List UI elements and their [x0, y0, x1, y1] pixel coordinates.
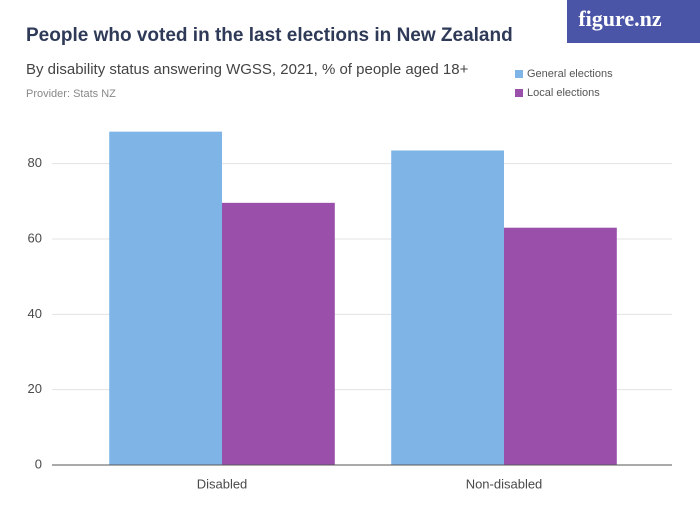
x-tick-label: Disabled	[197, 476, 248, 491]
logo-box	[567, 0, 700, 43]
bar	[222, 202, 335, 465]
chart-subtitle: By disability status answering WGSS, 202…	[26, 61, 469, 78]
legend-swatch	[515, 70, 523, 78]
x-tick-label: Non-disabled	[466, 476, 543, 491]
bar	[391, 150, 504, 465]
legend-swatch	[515, 89, 523, 97]
bar	[504, 227, 617, 465]
y-tick-label: 80	[28, 155, 42, 170]
y-tick-label: 0	[35, 456, 42, 471]
bar	[109, 131, 222, 465]
logo: figure.nz	[578, 6, 662, 31]
legend-label: Local elections	[527, 87, 600, 99]
legend-label: General elections	[527, 68, 613, 80]
y-tick-label: 40	[28, 306, 42, 321]
y-tick-label: 60	[28, 230, 42, 245]
provider: Provider: Stats NZ	[26, 88, 116, 100]
chart-title: People who voted in the last elections i…	[26, 25, 513, 46]
y-tick-label: 20	[28, 381, 42, 396]
